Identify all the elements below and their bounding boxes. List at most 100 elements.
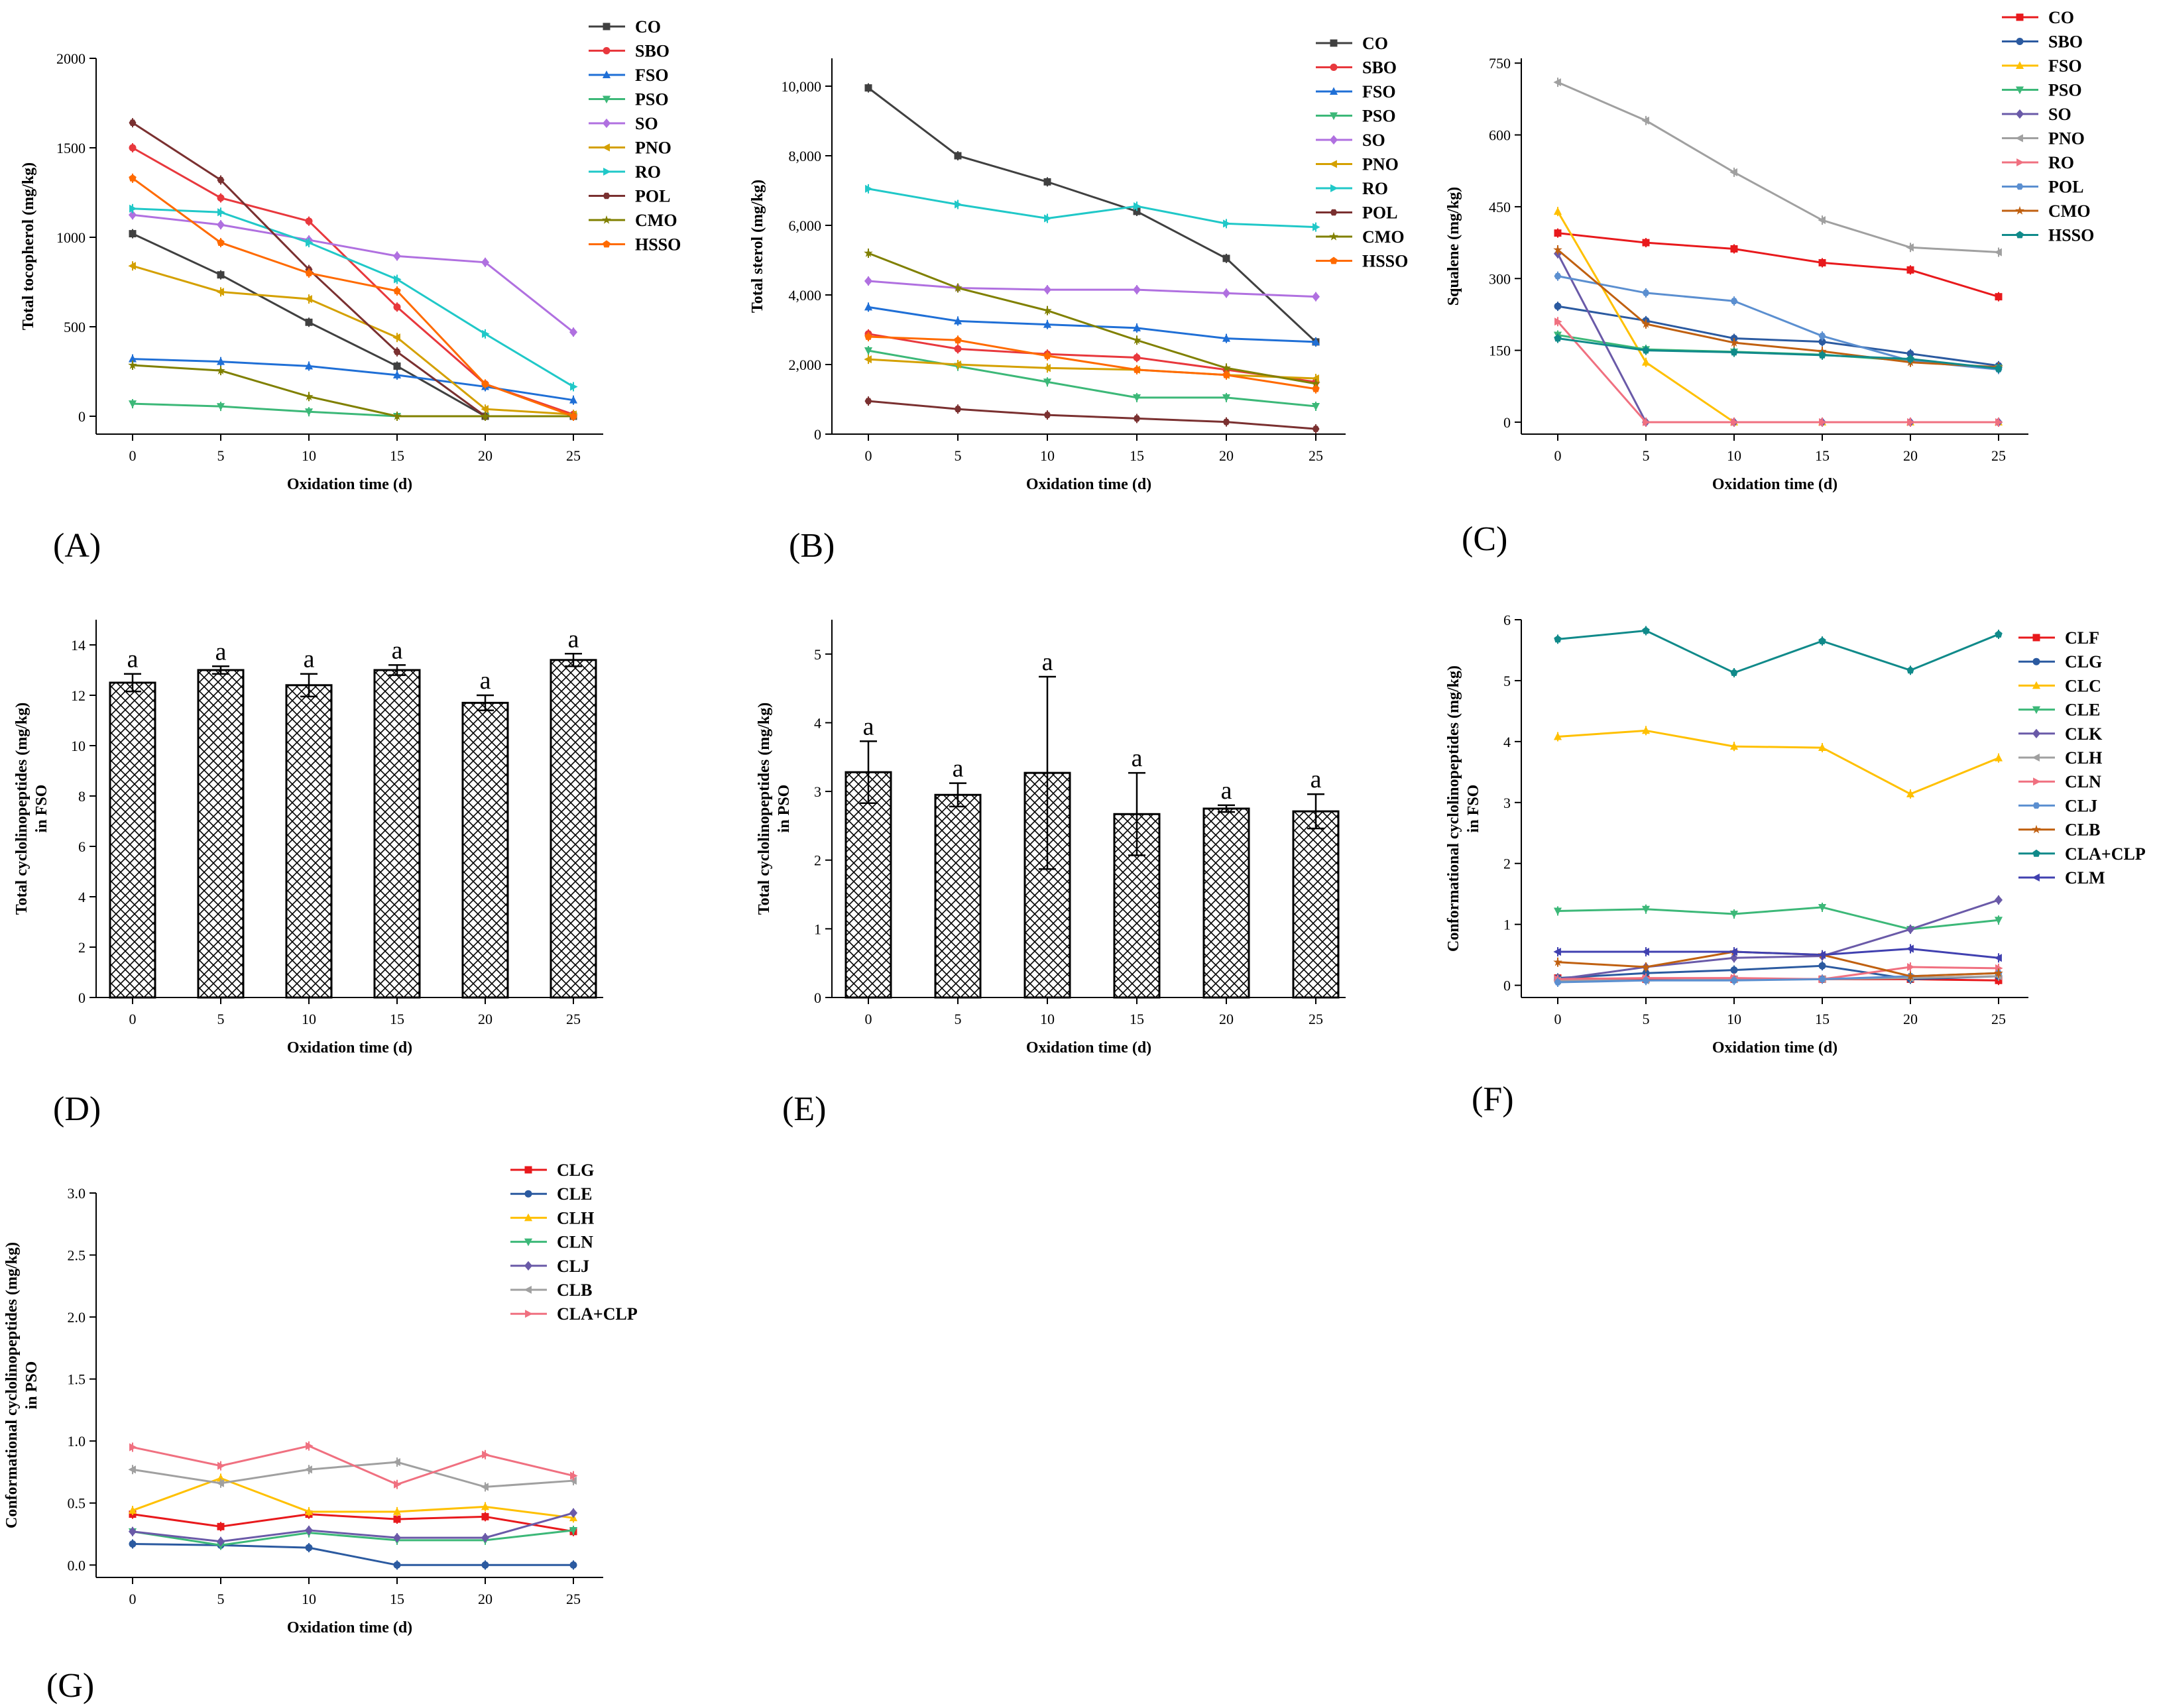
panel-f-point: [1730, 966, 1738, 974]
panel-a-series-hsso: HSSO: [129, 173, 681, 421]
panel-e-significance-letter: a: [1221, 777, 1232, 805]
panel-f-legend-marker: [2032, 681, 2041, 689]
panel-f-point: [1818, 962, 1826, 970]
panel-b-point: [1222, 255, 1230, 262]
panel-f-legend-marker: [2032, 802, 2040, 809]
panel-b-series-so: SO: [864, 131, 1385, 302]
panel-a-series-sbo: SBO: [129, 42, 670, 420]
panel-c-point: [1553, 245, 1562, 254]
panel-c-point: [1819, 418, 1827, 426]
panel-f-point: [1641, 962, 1651, 971]
panel-f-legend-marker: [2032, 849, 2040, 857]
panel-c-series-hsso: HSSO: [1554, 226, 2094, 374]
panel-c-ytick-label: 0: [1503, 414, 1511, 431]
panel-b-ylabel: Total sterol (mg/kg): [749, 180, 766, 313]
panel-a-legend-marker: [602, 70, 611, 78]
panel-e-ytick-label: 5: [814, 646, 821, 663]
panel-b-legend-marker: [1329, 112, 1338, 121]
panel-d-significance-letter: a: [480, 667, 491, 695]
panel-a-point: [128, 262, 136, 270]
panel-c-ytick-label: 150: [1489, 343, 1511, 359]
panel-c-legend-label: PSO: [2048, 81, 2082, 100]
panel-g-legend-label: CLJ: [557, 1257, 589, 1276]
panel-b-point: [1043, 178, 1051, 186]
panel-b-line: [868, 188, 1316, 229]
panel-d-significance-letter: a: [304, 646, 315, 673]
panel-g-xtick-label: 0: [129, 1591, 137, 1607]
panel-g-point: [393, 1561, 401, 1569]
panel-c-line: [1557, 337, 1999, 370]
panel-f-series-clh: CLH: [1553, 748, 2102, 986]
panel-e-ylabel: Total cyclolinopeptides (mg/kg): [756, 703, 773, 915]
panel-a-ytick-label: 1000: [56, 229, 86, 246]
panel-e-ytick-label: 4: [814, 714, 821, 731]
panel-b-legend-marker: [1329, 87, 1338, 95]
panel-b-legend-label: PNO: [1362, 155, 1399, 174]
panel-d-bar: [373, 669, 421, 999]
panel-f-series-cle: CLE: [1553, 701, 2100, 935]
panel-f-xtick-label: 20: [1903, 1011, 1918, 1027]
panel-b-label: (B): [789, 527, 835, 565]
panel-a-point: [569, 412, 577, 420]
panel-a-legend-marker: [603, 23, 611, 30]
panel-b-legend-marker: [1330, 39, 1338, 47]
panel-a-point: [129, 144, 137, 152]
panel-d-xtick-label: 20: [478, 1011, 493, 1027]
panel-e-significance-letter: a: [863, 712, 874, 740]
panel-g-legend-label: CLN: [557, 1233, 593, 1252]
panel-c-point: [1818, 333, 1826, 339]
panel-c-line: [1557, 81, 1999, 254]
panel-b-point: [953, 316, 962, 325]
panel-c-legend-label: SO: [2048, 105, 2071, 124]
panel-e-xtick-label: 20: [1219, 1011, 1234, 1027]
panel-b-line: [868, 333, 1316, 383]
panel-g-point: [305, 1544, 313, 1552]
panel-d-xtick-label: 10: [302, 1011, 316, 1027]
panel-f-point: [1641, 905, 1651, 914]
panel-a-point: [482, 329, 490, 338]
panel-b-ytick-label: 2,000: [789, 357, 822, 373]
panel-a-line: [132, 177, 574, 418]
panel-f-line: [1557, 950, 1999, 978]
panel-f-point: [1642, 626, 1650, 634]
panel-f-line: [1557, 899, 1999, 980]
panel-g-point: [216, 1473, 225, 1482]
panel-c-legend-marker: [2015, 86, 2024, 95]
panel-c-point: [1554, 317, 1562, 326]
panel-b-point: [864, 84, 872, 92]
panel-d-ytick-label: 6: [78, 838, 86, 855]
panel-d-ytick-label: 10: [71, 738, 86, 754]
panel-c-point: [1906, 350, 1914, 358]
panel-b-point: [1222, 394, 1231, 402]
panel-g-point: [304, 1465, 312, 1474]
panel-c-xtick-label: 20: [1903, 447, 1918, 464]
panel-g-line: [132, 1529, 574, 1546]
panel-c-xtick-label: 15: [1815, 447, 1830, 464]
panel-d-bar: [109, 681, 156, 999]
panel-b-point: [1311, 378, 1320, 388]
panel-f-legend-label: CLF: [2065, 628, 2099, 648]
panel-b-point: [865, 184, 873, 193]
panel-d-xtick-label: 25: [566, 1011, 581, 1027]
panel-b-ytick-label: 0: [814, 426, 821, 443]
panel-a-legend-label: PNO: [635, 139, 671, 158]
panel-f-point: [1641, 947, 1649, 956]
panel-c-label: (C): [1462, 520, 1507, 558]
panel-c-series-pol: POL: [1554, 178, 2083, 374]
panel-b-legend-marker: [1330, 256, 1338, 264]
panel-a-point: [217, 208, 225, 217]
panel-d-label: (D): [53, 1090, 101, 1128]
panel-b-legend-marker: [1329, 231, 1338, 241]
panel-e-bar: [1292, 810, 1340, 999]
panel-f-legend-marker: [2032, 634, 2040, 642]
panel-c-xtick-label: 25: [1991, 447, 2006, 464]
panel-g-line: [132, 1513, 574, 1533]
panel-f-ylabel: Conformational cyclolinopeptides (mg/kg): [1445, 665, 1462, 952]
panel-b-point: [1132, 323, 1141, 331]
panel-c-legend-marker: [2016, 13, 2024, 21]
panel-g-xtick-label: 10: [302, 1591, 316, 1607]
panel-c-xlabel: Oxidation time (d): [1712, 476, 1837, 493]
panel-a-legend-marker: [602, 143, 610, 152]
panel-c-point: [1553, 207, 1562, 215]
panel-a-point: [305, 217, 313, 225]
